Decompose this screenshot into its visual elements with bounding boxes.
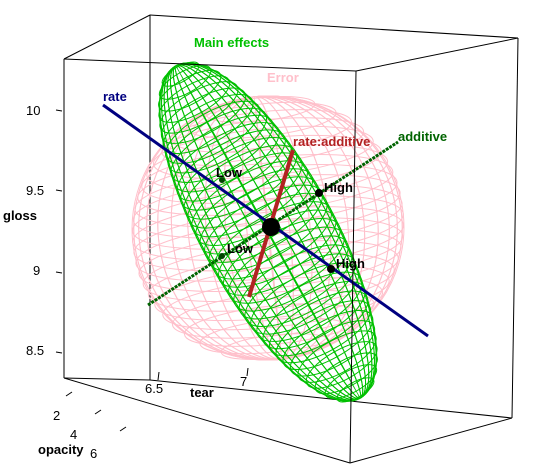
opacity-tick-label: 4 (70, 427, 77, 442)
opacity-tick-mark (65, 391, 73, 397)
error-wire (137, 154, 394, 216)
gloss-tick-label: 9.5 (26, 183, 44, 198)
rate-additive-term-label: rate:additive (293, 134, 370, 149)
level-points (219, 177, 335, 273)
box-edge (63, 58, 357, 72)
main-effects-label: Main effects (194, 35, 269, 50)
tear-tick-label: 7 (240, 374, 247, 389)
main-effects-wire (159, 62, 377, 402)
error-wire (152, 125, 374, 180)
gloss-tick-mark (55, 189, 63, 192)
additive-high-label: High (324, 180, 353, 195)
box-edge (149, 379, 513, 419)
gloss-tick-label: 8.5 (26, 343, 44, 358)
opacity-axis-label: opacity (38, 442, 84, 457)
rate-low-label: Low (216, 165, 243, 180)
gloss-tick-mark (55, 351, 63, 354)
rate-high-label: High (336, 256, 365, 271)
rate-high-point (327, 265, 335, 273)
axis-ticks (55, 109, 249, 432)
box-edge (511, 37, 519, 419)
opacity-tick-label: 2 (53, 408, 60, 423)
gloss-tick-mark (55, 271, 63, 274)
opacity-tick-label: 6 (90, 446, 97, 461)
opacity-tick-mark (94, 409, 102, 415)
error-wire (133, 95, 403, 361)
additive-low-label: Low (227, 241, 254, 256)
tick-labels: 10 9.5 9 8.5 6.5 7 2 4 6 (26, 103, 247, 461)
tear-tick-label: 6.5 (145, 381, 163, 396)
rate-low-point (219, 177, 225, 183)
centroid-point (262, 218, 280, 236)
box-edge (63, 377, 151, 381)
rate-term-label: rate (103, 89, 127, 104)
tear-axis-label: tear (190, 385, 214, 400)
box-edge (63, 14, 151, 60)
box-edge (349, 70, 357, 464)
box-edge (349, 417, 513, 464)
gloss-tick-mark (55, 109, 63, 112)
tear-tick-mark (246, 367, 249, 377)
box-edge (149, 14, 519, 39)
box-edge (63, 377, 351, 464)
box-edge (355, 37, 519, 72)
additive-term-label: additive (398, 129, 447, 144)
gloss-tick-label: 10 (26, 103, 40, 118)
gloss-tick-label: 9 (33, 263, 40, 278)
gloss-axis-label: gloss (3, 208, 37, 223)
bounding-box-front (63, 37, 519, 464)
error-label: Error (267, 70, 299, 85)
additive-high-point (315, 189, 323, 197)
opacity-tick-mark (119, 426, 127, 432)
additive-low-point (219, 253, 225, 259)
error-wire (147, 252, 395, 312)
bounding-box-back (63, 14, 519, 419)
tear-tick-mark (157, 371, 160, 381)
